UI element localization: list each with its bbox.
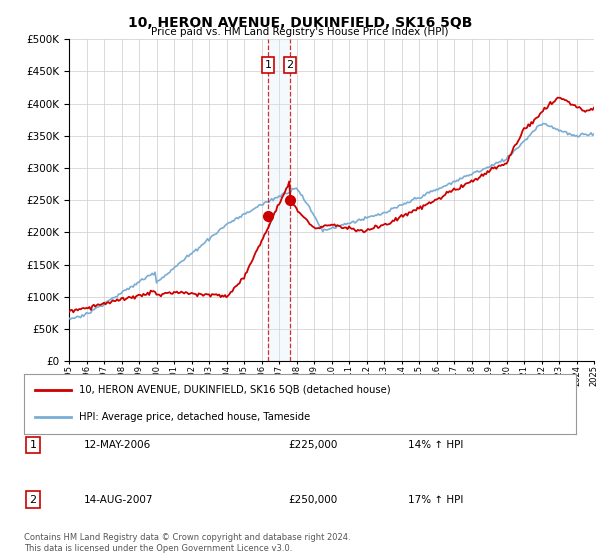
Text: 14% ↑ HPI: 14% ↑ HPI [408,440,463,450]
Text: 2: 2 [286,60,293,70]
Text: HPI: Average price, detached house, Tameside: HPI: Average price, detached house, Tame… [79,412,310,422]
Text: 12-MAY-2006: 12-MAY-2006 [84,440,151,450]
Text: 10, HERON AVENUE, DUKINFIELD, SK16 5QB: 10, HERON AVENUE, DUKINFIELD, SK16 5QB [128,16,472,30]
Text: £250,000: £250,000 [288,494,337,505]
Text: 10, HERON AVENUE, DUKINFIELD, SK16 5QB (detached house): 10, HERON AVENUE, DUKINFIELD, SK16 5QB (… [79,385,391,395]
Text: 1: 1 [265,60,271,70]
Bar [268,39,290,361]
Text: Contains HM Land Registry data © Crown copyright and database right 2024.
This d: Contains HM Land Registry data © Crown c… [24,533,350,553]
Text: 1: 1 [29,440,37,450]
Text: Price paid vs. HM Land Registry's House Price Index (HPI): Price paid vs. HM Land Registry's House … [151,27,449,37]
Text: 2: 2 [29,494,37,505]
Text: 14-AUG-2007: 14-AUG-2007 [84,494,154,505]
Text: £225,000: £225,000 [288,440,337,450]
Text: 17% ↑ HPI: 17% ↑ HPI [408,494,463,505]
